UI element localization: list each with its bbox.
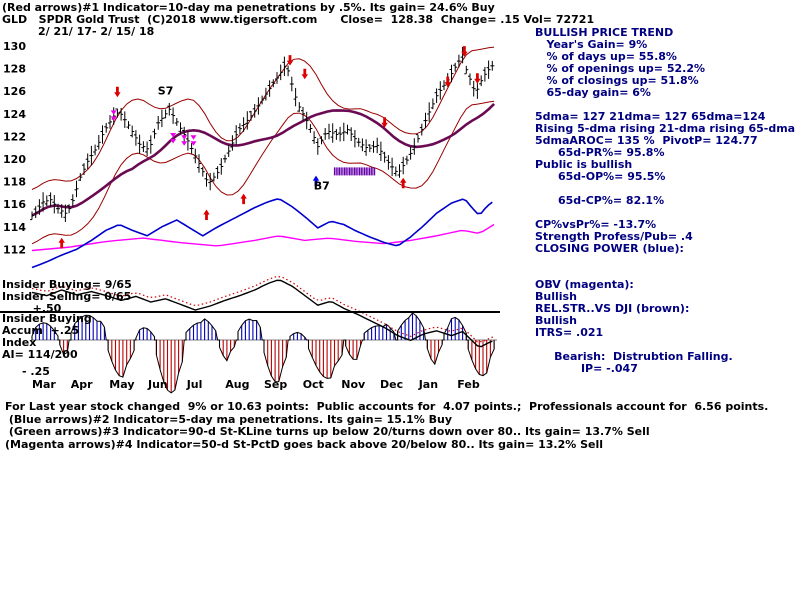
footer-summary-line: For Last year stock changed 9% or 10.63 … [5,400,769,413]
month-label: Jun [147,378,168,391]
month-label: Feb [457,378,480,391]
sell-arrow [474,73,481,84]
accumulation-band [333,167,376,176]
relative-strength-line [31,279,493,348]
magenta-sell-arrow [110,110,117,115]
buy-arrow [400,177,407,189]
month-label: Mar [32,378,56,391]
price-tick-label: 116 [3,198,26,211]
chart-label-S7: S7 [158,85,174,98]
ma-65day-line [31,102,496,217]
month-label: Jul [186,378,203,391]
buy-arrow [58,237,65,249]
price-tick-label: 114 [3,221,26,234]
magenta-sell-arrow [170,133,177,138]
chart-label-B7: B7 [314,180,330,193]
month-label: May [109,378,134,391]
price-tick-label: 120 [3,153,26,166]
analysis-panel: BULLISH PRICE TREND Year's Gain= 9% % of… [535,26,796,375]
magenta-sell-arrow [181,135,188,140]
magenta-sell-arrow [170,139,177,144]
oscillator-envelope-line [31,312,495,394]
sell-arrow [114,86,121,98]
price-tick-label: 112 [3,243,26,256]
month-label: Oct [303,378,324,391]
magenta-sell-arrow [110,116,117,121]
sell-arrow [444,76,451,88]
candlesticks [30,46,495,222]
month-label: Nov [341,378,366,391]
buy-arrow [240,193,247,205]
price-tick-label: 124 [3,108,26,121]
indicator-1-line: (Red arrows)#1 Indicator=10-day ma penet… [2,1,495,14]
month-label: Aug [225,378,249,391]
upper-band-line [31,46,495,190]
price-tick-label: 128 [3,63,26,76]
price-tick-label: 130 [3,40,26,53]
obv-line [31,223,495,252]
lower-band-line [31,100,495,245]
blue-buy-arrow [312,175,320,187]
magenta-sell-arrow [181,141,188,146]
magenta-sell-arrow [190,141,197,146]
month-label: Sep [264,378,287,391]
sell-arrow [301,68,308,80]
price-tick-label: 118 [3,176,26,189]
date-range: 2/ 21/ 17- 2/ 15/ 18 [38,25,155,38]
magenta-sell-arrow [190,135,197,140]
indicator-4-line: (Magenta arrows)#4 Indicator=50-d St-Pct… [5,438,604,451]
price-tick-label: 122 [3,130,26,143]
month-label: Apr [71,378,93,391]
closing-power-line [31,198,493,269]
ticker-summary-line: GLD SPDR Gold Trust (C)2018 www.tigersof… [2,13,595,26]
sell-arrow [461,46,468,57]
accum-index-label: Insider Buying Accum +.25 Index AI= 114/… [2,312,92,361]
month-label: Jan [418,378,438,391]
insider-summary-label: Insider Buying= 9/65 Insider Selling= 0/… [2,278,132,315]
sell-arrow [381,117,388,128]
price-tick-label: 126 [3,85,26,98]
indicator-3-line: (Green arrows)#3 Indicator=90-d St-KLine… [5,425,650,438]
indicator-2-line: (Blue arrows)#2 Indicator=5-day ma penet… [5,413,453,426]
minus-25-axis-label: - .25 [22,365,50,378]
month-label: Dec [380,378,403,391]
buy-arrow [203,209,210,220]
sell-arrow [286,55,294,66]
